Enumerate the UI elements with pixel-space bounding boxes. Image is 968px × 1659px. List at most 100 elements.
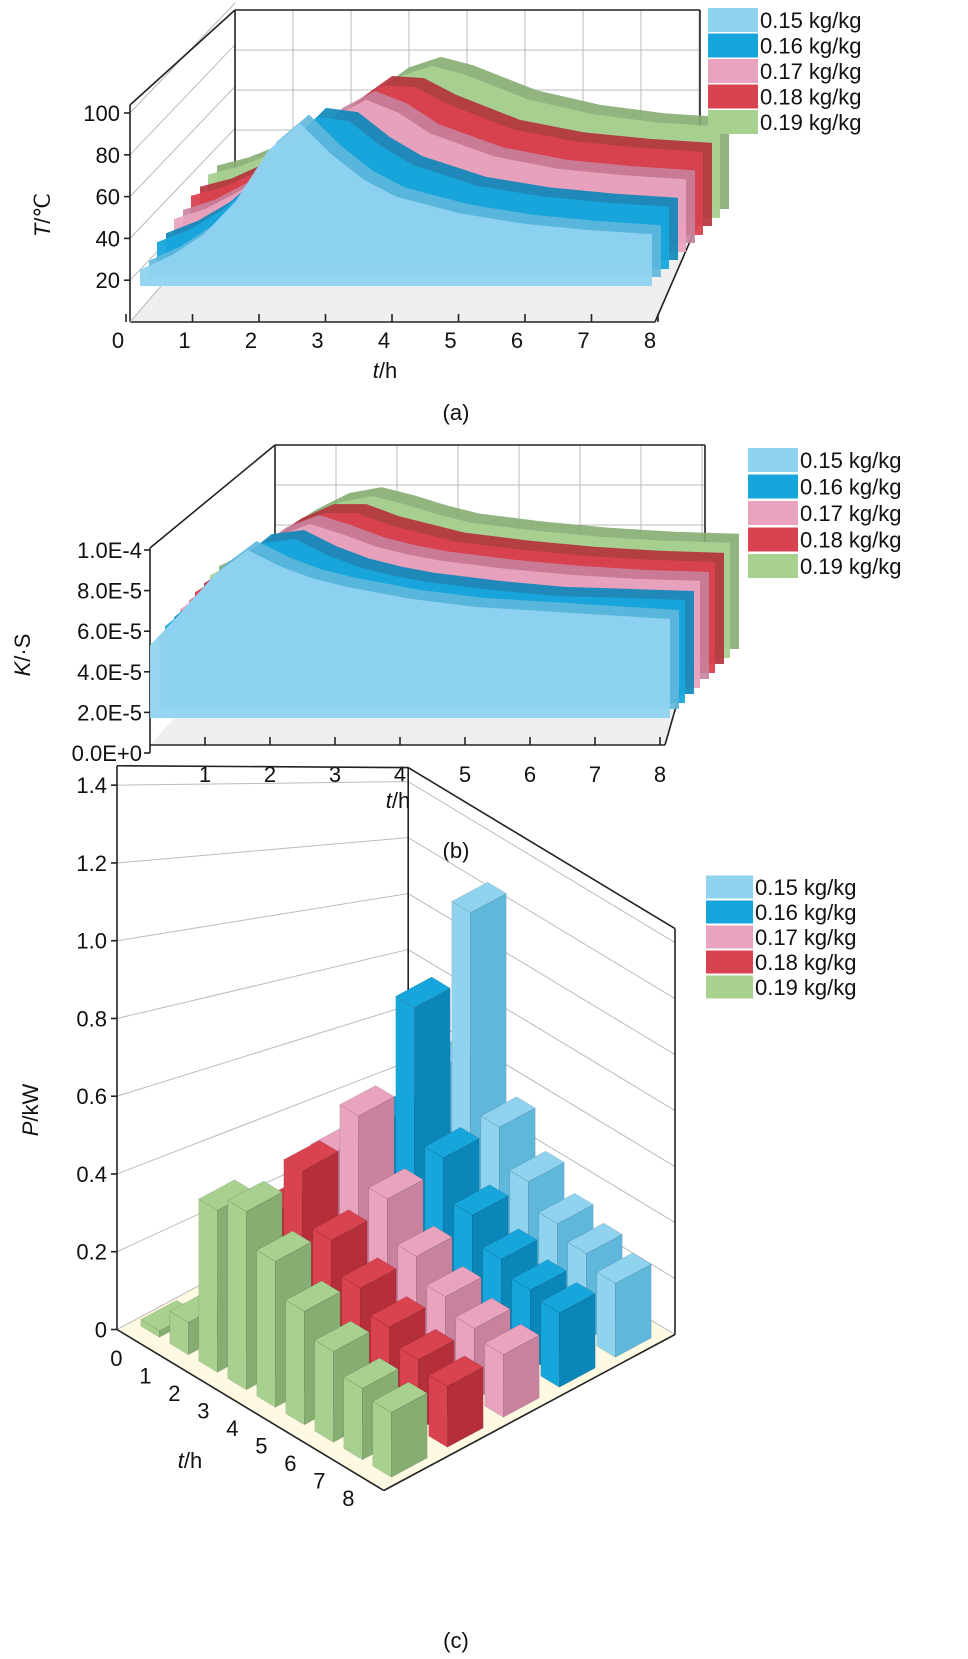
- x-tick-label: 8: [342, 1486, 354, 1511]
- y-tick-label: 0.6: [76, 1084, 107, 1109]
- y-tick-label: 1.0E-4: [77, 538, 142, 563]
- bar-left-face: [343, 1376, 363, 1461]
- bar-left-face: [256, 1249, 276, 1408]
- legend-label: 0.19 kg/kg: [760, 110, 862, 135]
- grid-line: [129, 44, 236, 156]
- legend-swatch: [748, 527, 798, 552]
- legend-swatch: [706, 925, 753, 949]
- panel-caption: (c): [443, 1628, 469, 1653]
- legend-label: 0.15 kg/kg: [760, 8, 862, 33]
- legend-label: 0.19 kg/kg: [800, 554, 902, 579]
- legend-swatch: [706, 875, 753, 899]
- bar-top-face: [538, 1192, 594, 1225]
- legend: 0.15 kg/kg0.16 kg/kg0.17 kg/kg0.18 kg/kg…: [708, 8, 862, 135]
- x-axis-label: t/h: [373, 358, 397, 383]
- y-tick-label: 1.4: [76, 773, 107, 798]
- legend-label: 0.16 kg/kg: [755, 900, 857, 925]
- y-axis-label-unit: /℃: [30, 193, 55, 224]
- x-tick-label: 6: [524, 762, 536, 787]
- x-tick-label: 5: [255, 1434, 267, 1459]
- bar-top-face: [426, 1265, 482, 1298]
- y-axis-label: P/kW: [18, 1083, 43, 1136]
- legend-swatch: [708, 110, 758, 134]
- y-tick-label: 100: [83, 101, 120, 126]
- grid-line: [129, 86, 236, 197]
- bar-left-face: [314, 1339, 334, 1443]
- legend-label: 0.15 kg/kg: [755, 875, 857, 900]
- y-axis-label-symbol: T: [30, 222, 55, 237]
- y-tick-label: 8.0E-5: [77, 579, 142, 604]
- bar-left-face: [484, 1342, 504, 1418]
- axis-line: [116, 1328, 385, 1492]
- y-tick-label: 0.4: [76, 1162, 107, 1187]
- x-tick-label: 6: [511, 328, 523, 353]
- legend-label: 0.16 kg/kg: [760, 34, 862, 59]
- y-tick-label: 40: [96, 226, 120, 251]
- axis-line: [407, 766, 676, 930]
- x-tick-label: 7: [589, 762, 601, 787]
- bar-top-face: [428, 1355, 484, 1387]
- y-tick-label: 80: [96, 143, 120, 168]
- bar: [540, 1282, 596, 1388]
- legend-label: 0.18 kg/kg: [755, 950, 857, 975]
- bar-left-face: [198, 1198, 218, 1373]
- x-tick-label: 7: [577, 328, 589, 353]
- x-tick-label: 0: [112, 328, 124, 353]
- legend-swatch: [748, 474, 798, 499]
- bar-top-face: [285, 1280, 341, 1312]
- bar-top-face: [540, 1282, 596, 1314]
- legend-swatch: [706, 975, 753, 999]
- bar-top-face: [453, 1184, 509, 1216]
- y-tick-label: 1.2: [76, 851, 107, 876]
- axis-line: [129, 9, 236, 106]
- series-ribbon-0.15-kg-kg: [140, 123, 652, 286]
- x-tick-label: 1: [199, 762, 211, 787]
- bar-top-face: [372, 1381, 428, 1413]
- grid-line: [116, 837, 676, 1000]
- axis-line: [116, 764, 409, 769]
- bar-top-face: [397, 1225, 453, 1257]
- x-axis-label-symbol: t: [386, 788, 393, 813]
- axis-line: [149, 444, 276, 549]
- bar-top-face: [511, 1259, 567, 1291]
- bar-top-face: [341, 1257, 397, 1289]
- legend-swatch: [748, 448, 798, 472]
- legend: 0.15 kg/kg0.16 kg/kg0.17 kg/kg0.18 kg/kg…: [706, 875, 857, 1000]
- bar-top-face: [596, 1252, 652, 1284]
- x-tick-label: 8: [654, 762, 666, 787]
- x-tick-label: 7: [313, 1469, 325, 1494]
- legend-swatch: [748, 501, 798, 525]
- legend-swatch: [708, 8, 758, 32]
- y-tick-label: 2.0E-5: [77, 700, 142, 725]
- bar: [428, 1355, 484, 1448]
- legend-label: 0.17 kg/kg: [760, 59, 862, 84]
- bar: [484, 1323, 540, 1418]
- y-tick-label: 1.0: [76, 929, 107, 954]
- bar-top-face: [482, 1228, 538, 1260]
- panel-caption: (a): [443, 400, 470, 425]
- x-tick-label: 5: [444, 328, 456, 353]
- y-axis-label-symbol: P: [18, 1121, 43, 1136]
- y-tick-label: 0.0E+0: [72, 741, 142, 766]
- x-tick-label: 4: [226, 1416, 238, 1441]
- x-tick-label: 1: [178, 328, 190, 353]
- x-tick-label: 8: [644, 328, 656, 353]
- bar-top-face: [509, 1150, 565, 1182]
- y-axis-label-unit: /·S: [10, 634, 35, 662]
- bar-left-face: [428, 1374, 448, 1448]
- x-tick-label: 1: [139, 1364, 151, 1389]
- legend-swatch: [748, 554, 798, 578]
- legend-swatch: [708, 84, 758, 109]
- bar-top-face: [368, 1168, 424, 1200]
- panel-b-k-chart: 0.0E+0 2.0E-5 4.0E-5 6.0E-5 8.0E-5 1.0E-4 1 2 3 4…: [10, 444, 902, 863]
- x-axis-label-unit: /h: [392, 788, 410, 813]
- bar-left-face: [596, 1271, 616, 1358]
- x-tick-label: 2: [264, 762, 276, 787]
- bar-top-face: [480, 1096, 536, 1128]
- legend-swatch: [708, 33, 758, 58]
- bar-left-face: [227, 1199, 247, 1391]
- bar-left-face: [540, 1301, 560, 1388]
- legend-swatch: [706, 900, 753, 924]
- y-axis-label: T/℃: [30, 193, 55, 237]
